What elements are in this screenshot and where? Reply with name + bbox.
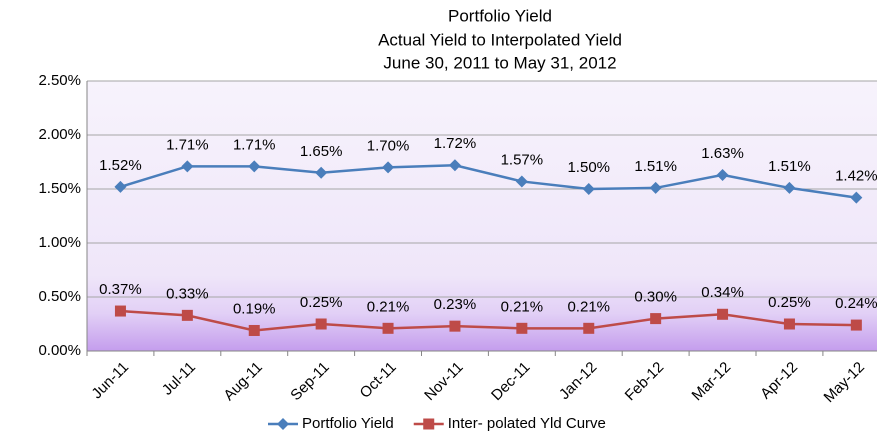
y-tick-label: 2.00% — [38, 126, 81, 143]
data-label: 0.19% — [233, 300, 276, 317]
data-label: 1.51% — [768, 158, 811, 175]
point — [783, 181, 796, 194]
point — [783, 318, 795, 330]
point — [516, 322, 528, 334]
data-label: 0.21% — [367, 298, 410, 315]
x-tick-label: Jun-11 — [88, 359, 132, 403]
x-tick-label: Sep-11 — [287, 359, 332, 404]
point — [650, 313, 662, 325]
point — [248, 160, 261, 173]
data-label: 1.70% — [367, 137, 410, 154]
y-tick-label: 1.50% — [38, 180, 81, 197]
point — [248, 324, 260, 336]
data-label: 0.33% — [166, 285, 209, 302]
series-line — [120, 163, 857, 199]
point — [582, 183, 595, 195]
legend-label: Inter- polated Yld Curve — [448, 415, 606, 432]
x-tick-label: May-12 — [821, 359, 868, 406]
chart-subtitle: Actual Yield to Interpolated Yield — [378, 30, 622, 49]
chart-title: Portfolio Yield — [448, 6, 552, 25]
data-label: 0.24% — [835, 295, 877, 312]
point — [850, 319, 862, 331]
x-tick-label: Jan-12 — [556, 359, 600, 403]
point — [114, 305, 126, 317]
point — [277, 418, 289, 430]
x-tick-label: Nov-11 — [421, 359, 466, 404]
point — [716, 168, 729, 181]
point — [717, 308, 729, 320]
chart-subtitle: June 30, 2011 to May 31, 2012 — [383, 53, 616, 72]
data-label: 0.21% — [501, 298, 544, 315]
data-label: 1.63% — [701, 145, 744, 162]
data-label: 1.57% — [501, 151, 544, 168]
data-label: 1.65% — [300, 143, 343, 160]
data-label: 1.71% — [166, 136, 209, 153]
data-label: 1.72% — [434, 135, 477, 152]
legend-label: Portfolio Yield — [302, 415, 394, 432]
y-tick-label: 1.00% — [38, 234, 81, 251]
x-tick-label: Mar-12 — [689, 359, 735, 405]
point — [315, 166, 328, 179]
data-label: 0.25% — [300, 294, 343, 311]
point — [649, 181, 662, 194]
y-tick-label: 0.00% — [38, 342, 81, 359]
data-label: 1.51% — [634, 158, 677, 175]
data-label: 1.42% — [835, 168, 877, 185]
point — [515, 175, 528, 188]
data-label: 0.37% — [99, 281, 142, 298]
data-label: 0.30% — [634, 289, 677, 306]
plot-area — [87, 81, 877, 351]
point — [382, 322, 394, 334]
x-tick-label: Dec-11 — [488, 359, 533, 404]
point — [850, 191, 863, 204]
point — [449, 320, 461, 332]
data-label: 0.34% — [701, 284, 744, 301]
data-label: 0.23% — [434, 296, 477, 313]
point — [181, 160, 194, 173]
point — [423, 418, 435, 430]
data-label: 1.71% — [233, 136, 276, 153]
point — [315, 318, 327, 330]
series-line — [120, 309, 857, 332]
point — [181, 309, 193, 321]
data-label: 1.50% — [567, 159, 610, 176]
y-tick-label: 0.50% — [38, 288, 81, 305]
data-label: 0.21% — [567, 298, 610, 315]
x-tick-label: Oct-11 — [357, 359, 400, 402]
point — [448, 159, 461, 172]
data-label: 0.25% — [768, 294, 811, 311]
x-tick-label: Jul-11 — [159, 359, 199, 399]
point — [114, 180, 127, 193]
x-tick-label: Apr-12 — [757, 359, 801, 403]
point — [583, 322, 595, 334]
x-tick-label: Aug-11 — [220, 359, 265, 404]
y-tick-label: 2.50% — [38, 72, 81, 89]
point — [382, 161, 395, 174]
x-tick-label: Feb-12 — [622, 359, 668, 405]
data-label: 1.52% — [99, 157, 142, 174]
